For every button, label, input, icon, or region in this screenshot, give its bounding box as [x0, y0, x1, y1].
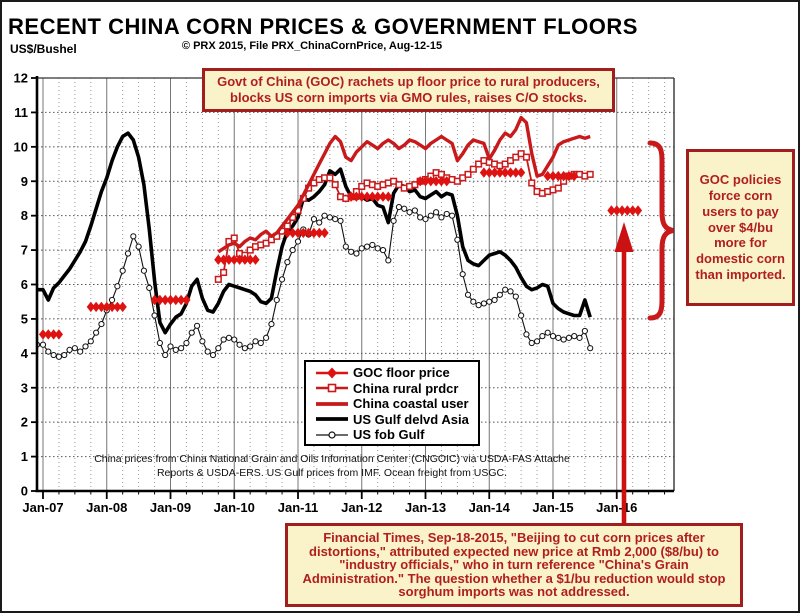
svg-text:8: 8 [21, 208, 28, 223]
svg-text:9: 9 [21, 174, 28, 189]
svg-text:Jan-09: Jan-09 [150, 500, 191, 515]
source-footnote: China prices from China National Grain a… [94, 453, 570, 479]
legend-symbol-us_gulf_delvd_asia [316, 417, 348, 422]
svg-text:12: 12 [14, 71, 28, 86]
legend-symbol-china_rural_prdcr [316, 383, 348, 393]
svg-text:Jan-08: Jan-08 [86, 500, 127, 515]
top-annotation-box: Govt of China (GOC) rachets up floor pri… [202, 68, 615, 112]
svg-text:0: 0 [21, 484, 28, 499]
svg-text:10: 10 [14, 139, 28, 154]
svg-text:6: 6 [21, 277, 28, 292]
legend-item-china_coastal_user: China coastal user [314, 396, 474, 412]
legend-item-us_gulf_delvd_asia: US Gulf delvd Asia [314, 412, 474, 428]
svg-text:2: 2 [21, 415, 28, 430]
legend-label: GOC floor price [353, 365, 450, 381]
svg-text:3: 3 [21, 380, 28, 395]
svg-text:Jan-11: Jan-11 [278, 500, 318, 515]
legend-label: China rural prdcr [353, 380, 459, 396]
svg-text:Jan-15: Jan-15 [532, 500, 573, 515]
svg-text:Jan-10: Jan-10 [214, 500, 255, 515]
y-axis-unit-label: US$/Bushel [10, 42, 77, 56]
page-subtitle: © PRX 2015, File PRX_ChinaCornPrice, Aug… [181, 40, 443, 52]
series-plots [37, 115, 643, 360]
chart-legend: GOC floor price China rural prdcr China co… [304, 360, 480, 446]
svg-text:4: 4 [21, 346, 29, 361]
svg-text:Jan-13: Jan-13 [405, 500, 446, 515]
bottom-annotation-box: Financial Times, Sep-18-2015, "Beijing t… [285, 523, 743, 607]
page-title: RECENT CHINA CORN PRICES & GOVERNMENT FL… [8, 14, 638, 39]
legend-symbol-goc_floor [316, 367, 348, 379]
svg-text:Jan-12: Jan-12 [341, 500, 382, 515]
legend-label: China coastal user [353, 396, 469, 412]
legend-symbol-us_fob_gulf [316, 431, 348, 439]
legend-symbol-china_coastal_user [316, 401, 348, 406]
legend-item-china_rural_prdcr: China rural prdcr [314, 381, 474, 397]
legend-item-goc_floor: GOC floor price [314, 365, 474, 381]
svg-text:Jan-14: Jan-14 [469, 500, 511, 515]
svg-text:Jan-07: Jan-07 [22, 500, 63, 515]
svg-text:7: 7 [21, 243, 28, 258]
legend-label: US Gulf delvd Asia [353, 411, 469, 427]
brace-icon [647, 140, 674, 321]
legend-item-us_fob_gulf: US fob Gulf [314, 427, 474, 443]
svg-text:11: 11 [14, 105, 28, 120]
svg-text:1: 1 [21, 449, 28, 464]
svg-text:Jan-16: Jan-16 [596, 500, 637, 515]
legend-label: US fob Gulf [353, 427, 425, 443]
svg-text:5: 5 [21, 311, 28, 326]
arrow-up-icon [614, 222, 634, 523]
right-annotation-box: GOC policies force corn users to pay ove… [686, 149, 795, 306]
